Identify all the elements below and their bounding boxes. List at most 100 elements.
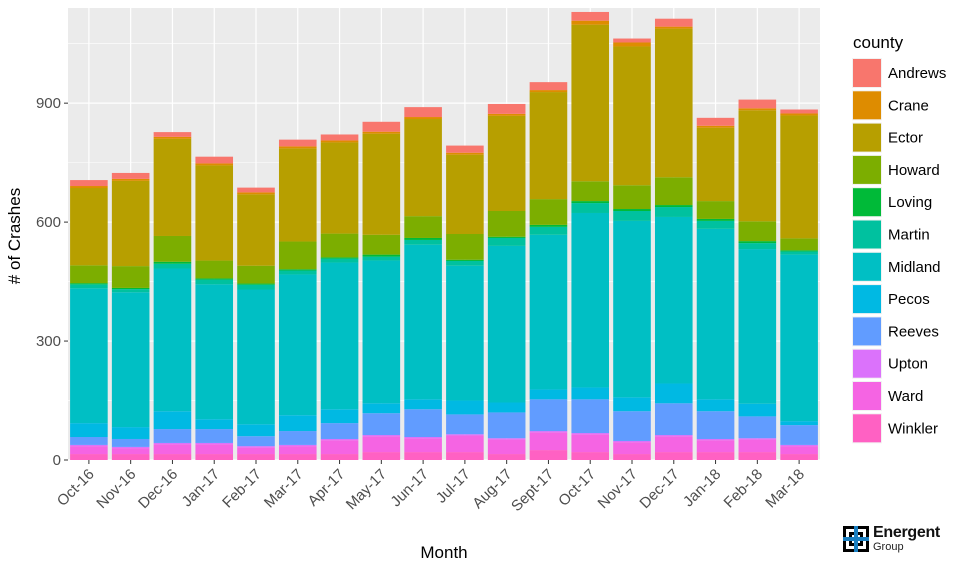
y-axis-title: # of Crashes	[5, 188, 24, 284]
bar-segment-ward	[153, 444, 192, 455]
bar-segment-crane	[362, 131, 401, 134]
bar-segment-loving	[195, 278, 234, 280]
bar-segment-crane	[613, 42, 651, 47]
legend-swatch-loving	[853, 188, 881, 217]
bar-segment-martin	[153, 263, 192, 269]
bar-segment-pecos	[320, 409, 359, 424]
bar-segment-reeves	[320, 423, 359, 439]
logo-subtitle: Group	[873, 541, 904, 553]
bar-segment-ward	[195, 444, 234, 455]
bar-segment-upton	[446, 434, 484, 436]
bar-segment-howard	[278, 241, 317, 270]
bar-segment-midland	[320, 262, 359, 410]
bar-segment-ector	[153, 138, 192, 236]
bar-segment-crane	[70, 186, 108, 189]
bar-segment-pecos	[362, 403, 401, 414]
bar-segment-loving	[780, 250, 818, 252]
bar-segment-midland	[404, 244, 442, 400]
x-tick-label: Dec-17	[636, 466, 682, 512]
bar-segment-loving	[654, 205, 693, 208]
bar-segment-ward	[780, 446, 818, 455]
legend-swatch-upton	[853, 349, 881, 378]
bar-segment-ector	[738, 110, 777, 222]
bar-segment-reeves	[487, 412, 526, 439]
legend-label-winkler: Winkler	[888, 420, 938, 437]
bar-segment-crane	[446, 152, 484, 155]
bar-segment-winkler	[320, 454, 359, 460]
bar-segment-winkler	[738, 452, 777, 460]
bar-segment-ward	[654, 436, 693, 453]
bar-segment-pecos	[529, 389, 568, 400]
bar-segment-winkler	[237, 454, 275, 460]
bar-segment-upton	[153, 442, 192, 445]
bar-segment-loving	[487, 236, 526, 238]
bar-segment-midland	[278, 274, 317, 416]
bar-segment-andrews	[696, 117, 735, 126]
bar-segment-howard	[153, 235, 192, 262]
x-tick-label: Nov-17	[595, 466, 641, 512]
bar-segment-andrews	[446, 145, 484, 153]
y-axis: 0 300 600 900	[36, 95, 68, 469]
legend-swatch-ward	[853, 382, 881, 410]
bar-segment-ector	[362, 133, 401, 235]
bar-segment-andrews	[237, 187, 275, 193]
bar-segment-andrews	[404, 107, 442, 118]
legend-label-upton: Upton	[888, 356, 928, 373]
x-tick-label: Feb-18	[721, 466, 767, 512]
bar-segment-martin	[446, 260, 484, 266]
bar-segment-midland	[613, 220, 651, 398]
bar-segment-upton	[487, 438, 526, 440]
legend-label-crane: Crane	[888, 97, 929, 114]
bar-segment-upton	[362, 435, 401, 437]
x-tick-label: Jun-17	[387, 466, 431, 510]
bar-segment-upton	[237, 446, 275, 448]
bar-segment-howard	[195, 260, 234, 279]
bar-segment-upton	[195, 442, 234, 445]
bar-segment-crane	[153, 136, 192, 139]
bar-segment-ector	[529, 92, 568, 200]
bar-segment-winkler	[487, 454, 526, 460]
bar-segment-martin	[70, 284, 108, 289]
bars	[70, 11, 818, 460]
bar-segment-ector	[446, 154, 484, 234]
legend-items: Andrews Crane Ector Howard Loving Martin Midla…	[852, 58, 946, 444]
bar-segment-ward	[487, 439, 526, 455]
bar-segment-loving	[111, 287, 150, 290]
bar-segment-reeves	[111, 438, 150, 447]
bar-segment-loving	[571, 201, 610, 204]
bar-segment-howard	[738, 221, 777, 242]
legend-label-howard: Howard	[888, 162, 940, 179]
y-tick-label: 900	[36, 95, 61, 112]
bar-segment-midland	[237, 289, 275, 425]
bar-segment-winkler	[696, 452, 735, 460]
bar-segment-martin	[738, 243, 777, 250]
bar-segment-pecos	[738, 403, 777, 417]
legend-swatch-ector	[853, 123, 881, 152]
bar-segment-midland	[696, 228, 735, 400]
bar-segment-crane	[487, 113, 526, 116]
bar-segment-ward	[529, 432, 568, 451]
bar-segment-howard	[654, 177, 693, 206]
bar-segment-pecos	[153, 411, 192, 430]
bar-segment-andrews	[529, 82, 568, 91]
bar-segment-crane	[195, 163, 234, 166]
bar-segment-reeves	[446, 414, 484, 435]
bar-segment-andrews	[571, 11, 610, 21]
bar-segment-crane	[529, 90, 568, 93]
legend: county Andrews Crane Ector Howard Loving Mart…	[852, 33, 946, 444]
bar-segment-reeves	[70, 437, 108, 445]
bar-segment-midland	[70, 288, 108, 424]
bar-segment-martin	[613, 211, 651, 221]
x-axis-title: Month	[420, 543, 467, 562]
bar-segment-ward	[613, 442, 651, 455]
bar-segment-reeves	[571, 399, 610, 434]
bar-segment-crane	[111, 178, 150, 181]
y-tick-label: 300	[36, 333, 61, 350]
bar-segment-pecos	[571, 387, 610, 400]
legend-label-loving: Loving	[888, 194, 932, 211]
x-tick-label: Mar-17	[261, 466, 307, 512]
x-tick-label: Feb-17	[219, 466, 265, 512]
bar-segment-upton	[111, 446, 150, 449]
x-tick-label: Nov-16	[93, 466, 139, 512]
x-tick-label: Jan-18	[680, 466, 724, 510]
